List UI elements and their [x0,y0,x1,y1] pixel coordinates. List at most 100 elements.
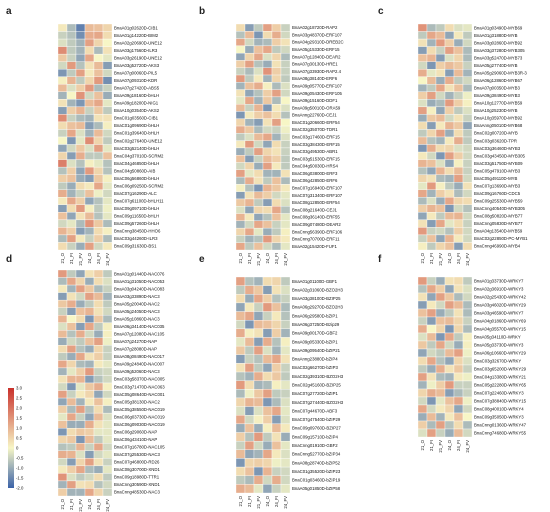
gene-label: BnaC03g71470D-NAC063 [114,384,165,389]
gene-label: BnaA01g14220D-BIM2 [114,33,159,38]
heatmap-cell [235,176,246,185]
heatmap-cell [453,84,464,92]
gene-label: BnaC07g47540D-bZIP29 [292,417,341,422]
heatmap-cell [253,45,264,54]
heatmap-cell [417,166,428,175]
heatmap-cell [66,307,77,316]
heatmap-cell [253,125,264,134]
heatmap-cell [271,198,282,207]
heatmap-cell [253,198,264,207]
heatmap-cell [444,388,455,398]
heatmap-cell [66,397,77,406]
heatmap-cell [84,330,95,338]
heatmap-cell [453,31,464,40]
panel-label: d [6,254,12,265]
heatmap-cell [253,406,264,416]
gene-label: BnaA08g28740D-bZIP52 [292,460,341,465]
heatmap-cell [271,432,282,442]
heatmap-cell [417,420,428,430]
heatmap-cell [262,320,273,330]
heatmap-cell [435,197,446,205]
heatmap-cell [57,151,68,160]
heatmap-cell [75,53,86,62]
heatmap-cell [462,174,473,183]
gene-label: BnaA09g50010D-ORA59 [292,105,341,110]
gene-label: BnaC07g27440D-BZO2H3 [292,400,344,405]
heatmap-cell [66,129,77,138]
gene-label: BnaC03g51750D-MYB09 [474,161,523,166]
heatmap-cell [435,106,446,115]
gene-label: BnaA03g52470D-MYB73 [474,55,523,60]
heatmap-cell [426,53,437,62]
gene-label: BnaC02g22850D-PC-MYB1 [474,236,528,241]
heatmap-cell [57,212,68,221]
heatmap-cell [93,242,104,251]
heatmap-cell [66,473,77,482]
heatmap-cell [426,182,437,190]
heatmap-cell [435,99,446,108]
gene-label: BnaC03g36460D-MYB3 [474,146,521,151]
heatmap-cell [271,176,282,185]
heatmap-cell [253,328,264,338]
gene-label: BnaA10g25230D-MYB [474,108,518,113]
column-label: 24_FI [96,499,101,510]
gene-label: BnaA06g10660D-WRKY29 [474,351,526,356]
heatmap-cell [453,332,464,342]
gene-label: BnaA01g33730D-WRKY7 [474,279,524,284]
heatmap-cell [244,52,255,61]
gene-label: BnaC03g58370D-NAC005 [114,377,165,382]
heatmap-cell [426,412,437,422]
heatmap-cell [426,212,437,221]
heatmap-cell [75,91,86,100]
heatmap-cell [66,151,77,160]
heatmap-cell [84,307,95,316]
heatmap-cell [102,315,113,323]
heatmap-cell [417,372,428,382]
heatmap-cell [280,169,291,178]
gene-label: BnaC07g16940D-ERF107 [292,186,343,191]
heatmap-cell [102,345,113,354]
heatmap-cell [271,276,282,286]
heatmap-cell [417,284,428,294]
heatmap-cell [262,147,273,156]
heatmap-cell [444,380,455,390]
heatmap-cell [453,53,464,62]
heatmap-cell [417,99,428,108]
heatmap-cell [462,380,473,390]
gene-label: BnaC01g39640D-bHLH [114,131,159,136]
heatmap-cell [93,159,104,168]
heatmap-cell [462,388,473,398]
heatmap-cell [417,76,428,85]
heatmap-cell [84,277,95,286]
heatmap-cell [426,276,437,286]
heatmap-cell [426,356,437,366]
heatmap-cell [93,458,104,467]
heatmap-cell [244,191,255,200]
heatmap-cell [235,242,246,251]
heatmap-cell [426,420,437,430]
heatmap-cell [57,189,68,198]
heatmap-cell [271,440,282,450]
heatmap-cell [453,121,464,130]
heatmap-cell [426,136,437,145]
heatmap-cell [262,52,273,61]
heatmap-cell [75,345,86,354]
heatmap-cell [453,99,464,108]
column-label: 21_FI [429,440,434,451]
gene-label: BnaC07g61100D-bHLH11 [114,199,164,204]
heatmap-cell [462,129,473,138]
heatmap-cell [93,23,104,32]
heatmap-cell [57,69,68,77]
heatmap-cell [253,147,264,156]
heatmap-cell [280,198,291,207]
heatmap-cell [462,219,473,228]
heatmap-cell [102,458,113,467]
heatmap-cell [235,118,246,127]
heatmap-cell [244,311,255,321]
heatmap-cell [453,69,464,77]
heatmap-cell [253,140,264,149]
heatmap-cell [426,404,437,414]
heatmap-cell [280,220,291,229]
heatmap-cell [75,46,86,55]
heatmap-cell [462,76,473,85]
